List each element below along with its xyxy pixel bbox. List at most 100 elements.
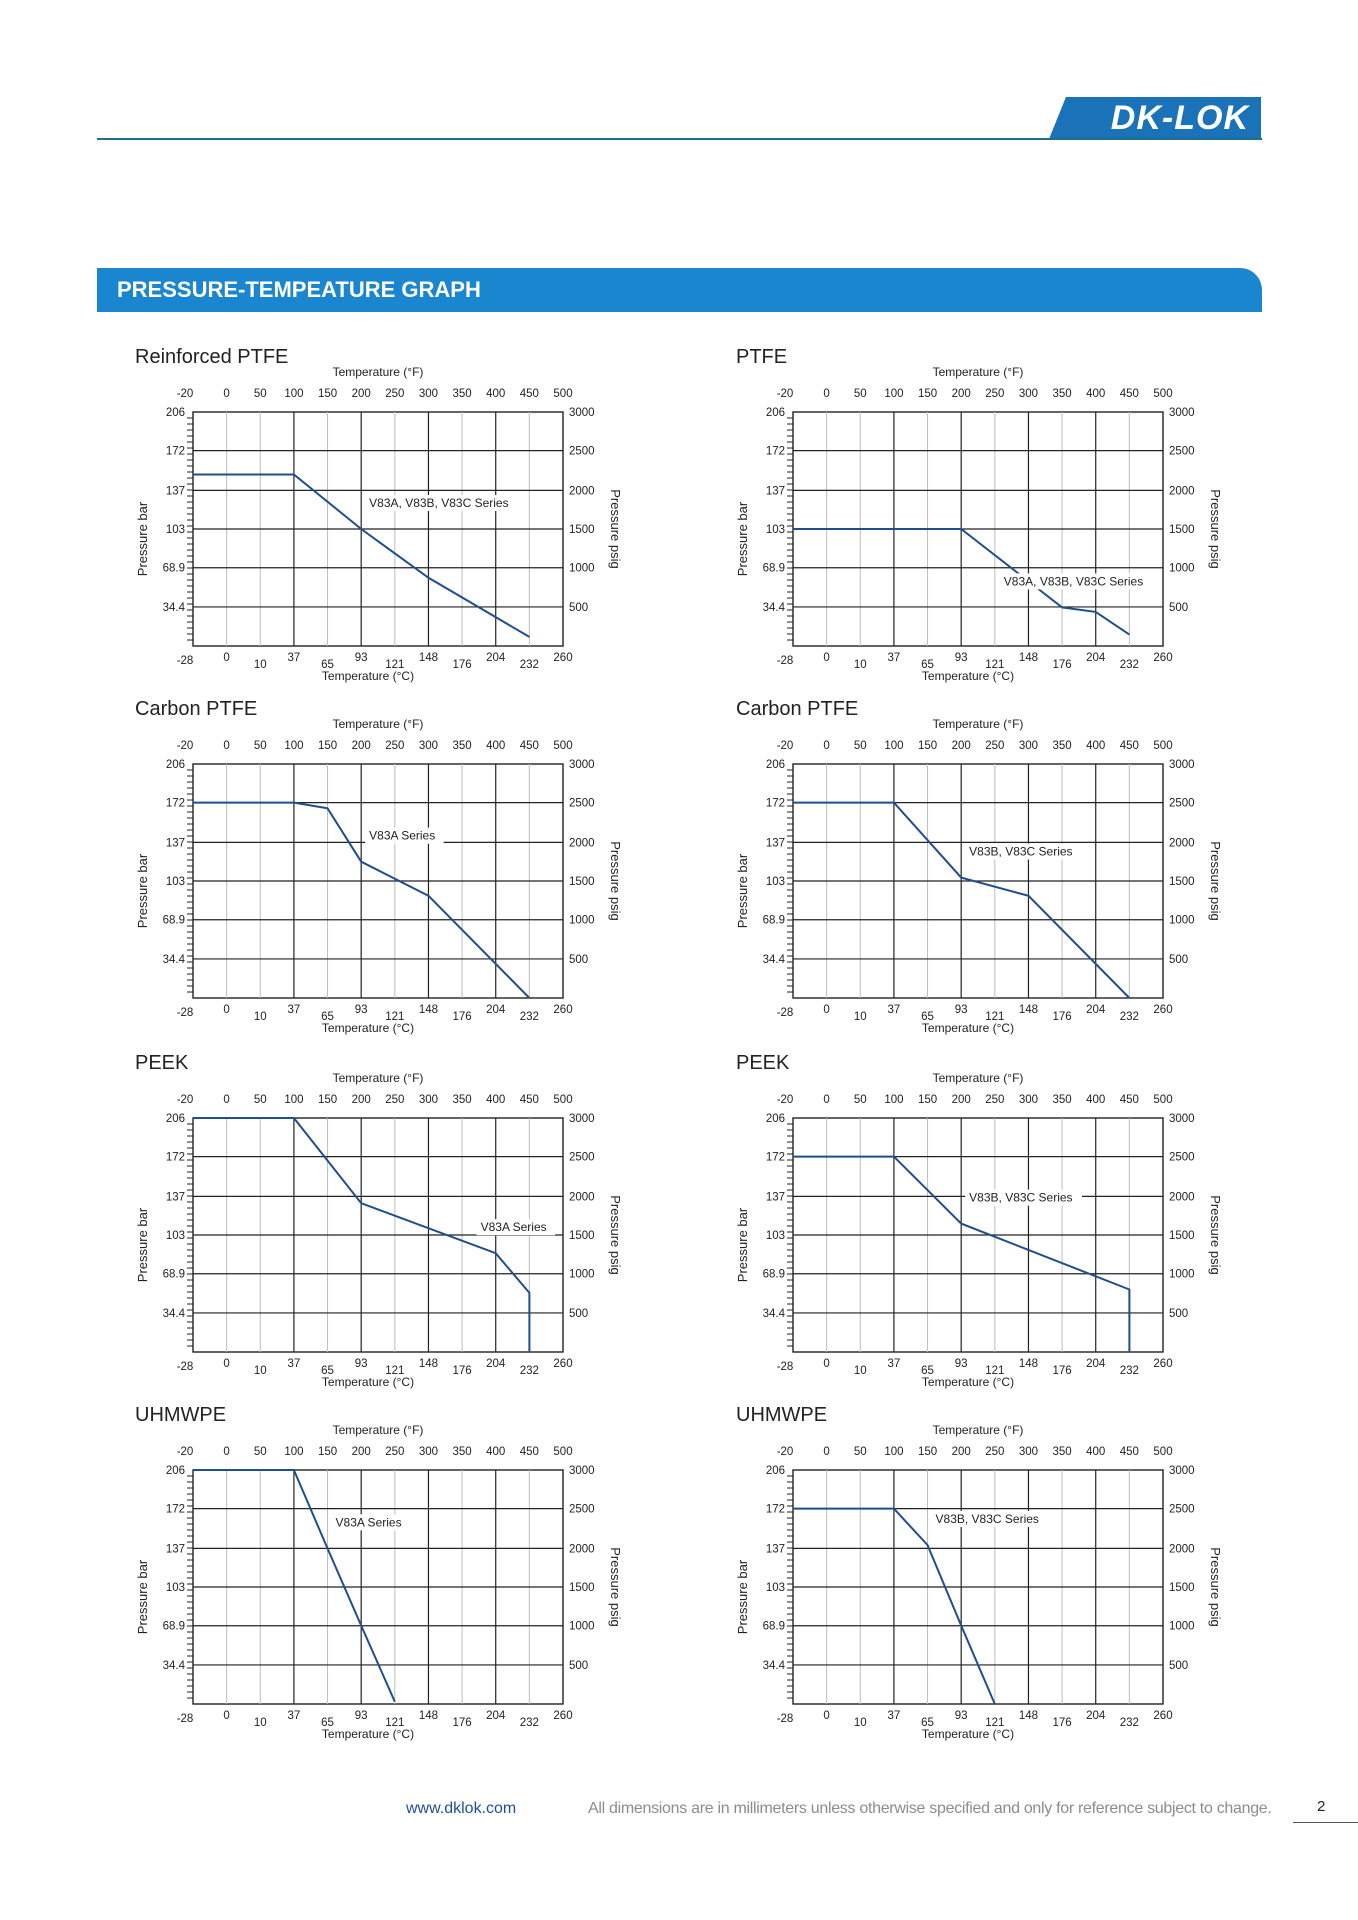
series-line xyxy=(193,473,530,638)
y-left-tick-label: 68.9 xyxy=(763,1621,785,1633)
x-bottom-tick-label: 0 xyxy=(223,1004,229,1016)
x-bottom-tick-label: 65 xyxy=(921,1365,934,1377)
x-bottom-tick-label: 232 xyxy=(1120,659,1139,671)
y-right-tick-label: 500 xyxy=(1169,1660,1188,1672)
annotation-bg xyxy=(965,843,1082,860)
x-bottom-tick-label: -28 xyxy=(777,1007,794,1019)
x-bottom-tick-label: 121 xyxy=(985,1011,1004,1023)
section-title: PRESSURE-TEMPEATURE GRAPH xyxy=(117,277,481,302)
x-top-axis-label: Temperature (°F) xyxy=(933,1071,1024,1085)
x-top-tick-label: 200 xyxy=(952,740,971,752)
x-bottom-tick-label: 37 xyxy=(888,652,901,664)
x-top-tick-label: 300 xyxy=(419,388,438,400)
annotation-bg xyxy=(365,495,521,511)
x-bottom-tick-label: 121 xyxy=(985,1717,1004,1729)
x-bottom-tick-label: 0 xyxy=(223,1358,229,1370)
y-right-tick-label: 2000 xyxy=(569,1191,595,1203)
chart-uhmwpe-v83a: Temperature (°F)-20 0 50 100 150 200 250 300 350… xyxy=(135,1423,623,1741)
series-annotation: V83A Series xyxy=(369,829,435,843)
x-bottom-tick-label: 0 xyxy=(823,1358,829,1370)
x-bottom-tick-label: 232 xyxy=(520,1717,539,1729)
chart-ptfe: Temperature (°F)-20 0 50 100 150 200 250 300 350… xyxy=(735,365,1223,683)
chart-title: Carbon PTFE xyxy=(736,698,859,720)
x-top-tick-label: 450 xyxy=(520,1446,539,1458)
x-bottom-tick-label: 121 xyxy=(385,1717,404,1729)
x-top-tick-label: -20 xyxy=(177,1446,194,1458)
y-right-tick-label: 1500 xyxy=(1169,524,1195,536)
y-left-tick-label: 172 xyxy=(766,1152,785,1164)
x-top-tick-label: 500 xyxy=(1153,1446,1172,1458)
x-top-tick-label: 450 xyxy=(520,388,539,400)
x-top-tick-label: 350 xyxy=(1052,388,1071,400)
x-bottom-tick-label: 148 xyxy=(1019,1004,1038,1016)
x-top-tick-label: 300 xyxy=(1019,740,1038,752)
x-bottom-tick-label: -28 xyxy=(177,1713,194,1725)
x-top-tick-label: 100 xyxy=(284,1446,303,1458)
x-bottom-tick-label: -28 xyxy=(177,655,194,667)
y-left-tick-label: 206 xyxy=(166,1465,185,1477)
x-bottom-tick-label: 10 xyxy=(254,1717,267,1729)
x-top-tick-label: 500 xyxy=(1153,1094,1172,1106)
x-bottom-tick-label: 10 xyxy=(254,1011,267,1023)
y-left-axis-label: Pressure bar xyxy=(735,853,750,928)
x-top-tick-label: 250 xyxy=(385,740,404,752)
x-bottom-tick-label: -28 xyxy=(777,1713,794,1725)
series-line xyxy=(793,1507,996,1705)
x-bottom-tick-label: 93 xyxy=(955,652,968,664)
series-line xyxy=(793,1155,1131,1352)
y-left-tick-label: 103 xyxy=(766,1582,785,1594)
x-top-tick-label: 0 xyxy=(823,740,829,752)
x-top-tick-label: 150 xyxy=(918,1446,937,1458)
x-top-tick-label: 450 xyxy=(1120,1094,1139,1106)
y-left-axis-label: Pressure bar xyxy=(135,1207,150,1282)
footer-url-link[interactable]: www.dklok.com xyxy=(406,1800,517,1817)
x-bottom-tick-label: 260 xyxy=(1153,1004,1172,1016)
y-left-tick-label: 137 xyxy=(766,1191,785,1203)
x-top-tick-label: 350 xyxy=(452,740,471,752)
chart-title: UHMWPE xyxy=(135,1404,227,1426)
x-top-tick-label: 300 xyxy=(1019,1446,1038,1458)
y-left-tick-label: 34.4 xyxy=(763,954,786,966)
x-top-tick-label: 350 xyxy=(1052,740,1071,752)
x-top-tick-label: 200 xyxy=(952,388,971,400)
y-left-tick-label: 34.4 xyxy=(763,602,786,614)
x-bottom-tick-label: 37 xyxy=(288,1004,301,1016)
y-left-tick-label: 172 xyxy=(766,1504,785,1516)
y-right-tick-label: 1000 xyxy=(1169,1621,1195,1633)
x-top-tick-label: 100 xyxy=(284,740,303,752)
x-bottom-tick-label: 260 xyxy=(553,1358,572,1370)
x-top-tick-label: 350 xyxy=(452,388,471,400)
y-left-tick-label: 34.4 xyxy=(163,1660,186,1672)
x-top-tick-label: 150 xyxy=(918,1094,937,1106)
y-left-tick-label: 34.4 xyxy=(163,602,186,614)
x-top-tick-label: 350 xyxy=(1052,1446,1071,1458)
chart-title: Carbon PTFE xyxy=(135,698,258,720)
y-right-tick-label: 3000 xyxy=(569,1465,595,1477)
x-bottom-tick-label: 176 xyxy=(1052,1365,1071,1377)
page-number-rule xyxy=(1293,1822,1358,1823)
x-bottom-tick-label: 232 xyxy=(1120,1365,1139,1377)
x-top-axis-label: Temperature (°F) xyxy=(933,717,1024,731)
chart-reinforced-ptfe: Temperature (°F)-20 0 50 100 150 200 250 300 350… xyxy=(135,365,623,683)
y-right-tick-label: 1500 xyxy=(1169,1582,1195,1594)
x-bottom-tick-label: 93 xyxy=(355,1358,368,1370)
x-top-tick-label: 50 xyxy=(254,388,267,400)
x-top-tick-label: -20 xyxy=(777,740,794,752)
x-top-tick-label: 50 xyxy=(854,388,867,400)
chart-carbon-ptfe-v83a: Temperature (°F)-20 0 50 100 150 200 250 300 350… xyxy=(135,717,623,1035)
y-right-axis-label: Pressure psig xyxy=(1208,841,1223,920)
x-top-tick-label: 150 xyxy=(918,388,937,400)
x-top-tick-label: 400 xyxy=(486,388,505,400)
x-top-tick-label: 300 xyxy=(419,1094,438,1106)
x-bottom-tick-label: 37 xyxy=(288,1358,301,1370)
y-right-tick-label: 1500 xyxy=(1169,1230,1195,1242)
x-top-tick-label: 100 xyxy=(884,740,903,752)
x-top-tick-label: 350 xyxy=(452,1446,471,1458)
x-top-tick-label: 0 xyxy=(823,1446,829,1458)
y-left-tick-label: 206 xyxy=(766,407,785,419)
series-annotation: V83B, V83C Series xyxy=(969,1191,1072,1205)
x-bottom-tick-label: 65 xyxy=(321,1011,334,1023)
y-left-tick-label: 68.9 xyxy=(163,1621,185,1633)
x-bottom-tick-label: 121 xyxy=(385,1011,404,1023)
y-right-tick-label: 1500 xyxy=(569,1582,595,1594)
